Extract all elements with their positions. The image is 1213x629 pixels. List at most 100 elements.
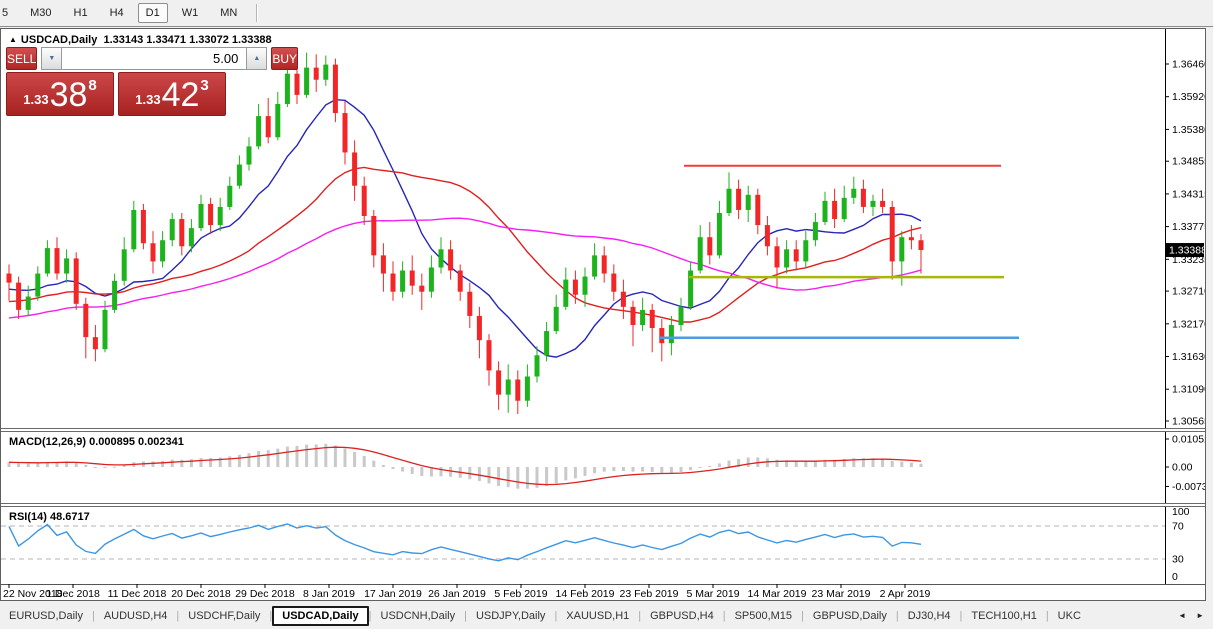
tab-separator: | [91,609,95,622]
svg-text:20 Dec 2018: 20 Dec 2018 [171,588,231,600]
svg-text:22 Nov 2018: 22 Nov 2018 [3,588,63,600]
buy-price-prefix: 1.33 [135,92,161,107]
svg-text:1.31630: 1.31630 [1172,351,1205,363]
chart-symbol-label: USDCAD,Daily [20,34,98,46]
svg-text:1.31090: 1.31090 [1172,384,1205,396]
toolbar-separator [256,4,258,22]
svg-text:1 Dec 2018: 1 Dec 2018 [46,588,100,600]
tab-dj30-h4[interactable]: DJ30,H4 [907,609,951,622]
svg-text:1.36460: 1.36460 [1172,59,1205,71]
tab-gbpusd-daily[interactable]: GBPUSD,Daily [812,609,887,622]
price-chart-panel: ▲ USDCAD,Daily 1.33143 1.33471 1.33072 1.… [1,29,1205,428]
svg-text:0.010525: 0.010525 [1172,434,1205,446]
svg-text:1.33388: 1.33388 [1169,245,1205,257]
timeframe-button-mn[interactable]: MN [220,7,238,19]
buy-price-box[interactable]: 1.33 42 3 [118,72,226,116]
svg-text:23 Feb 2019: 23 Feb 2019 [620,588,679,600]
macd-canvas: 0.010525 0.00 -0.0073 [7,432,1205,503]
tab-ukc[interactable]: UKC [1057,609,1081,622]
date-axis: 22 Nov 2018 1 Dec 2018 11 Dec 2018 20 Dec 2… [1,584,1205,600]
tab-separator: | [464,609,467,622]
sell-price-big: 38 [49,76,88,114]
chart-title: ▲ USDCAD,Daily 1.33143 1.33471 1.33072 1.… [9,34,272,46]
sell-button[interactable]: SELL [6,47,38,70]
tab-separator: | [638,609,642,622]
timeframe-button-h1[interactable]: H1 [73,7,88,19]
tab-tech100-h1[interactable]: TECH100,H1 [971,609,1037,622]
rsi-indicator-panel: RSI(14) 48.6717 100 70 30 0 [1,507,1205,584]
tab-usdcnh-daily[interactable]: USDCNH,Daily [380,609,456,622]
timeframe-button-5[interactable]: 5 [2,7,9,19]
svg-text:23 Mar 2019: 23 Mar 2019 [812,588,871,600]
tab-scrollers: ◄ ► [1173,607,1213,624]
tab-separator: | [1045,609,1049,622]
tab-separator: | [176,609,180,622]
tab-gbpusd-h4[interactable]: GBPUSD,H4 [650,609,714,622]
tab-eurusd-daily[interactable]: EURUSD,Daily [9,609,83,622]
svg-text:5 Mar 2019: 5 Mar 2019 [686,588,739,600]
svg-text:5 Feb 2019: 5 Feb 2019 [494,588,547,600]
volume-decrease-button[interactable]: ▼ [41,47,63,70]
svg-text:1.34315: 1.34315 [1172,188,1205,200]
tab-separator: | [722,609,726,622]
buy-button[interactable]: BUY [271,47,299,70]
rsi-canvas: 100 70 30 0 [1,507,1190,584]
sell-price-box[interactable]: 1.33 38 8 [6,72,114,116]
candlestick-chart-canvas: 1.36460 1.35920 1.35380 1.34855 1.34315 1.337… [6,29,1205,428]
macd-indicator-panel: MACD(12,26,9) 0.000895 0.002341 0.010525… [1,432,1205,503]
panel-splitter[interactable] [1,503,1205,507]
timeframe-toolbar: 5 M30 H1 H4 D1 W1 MN [0,0,1213,27]
svg-text:1.30565: 1.30565 [1172,416,1205,428]
buy-price-big: 42 [161,76,200,114]
svg-text:0.00: 0.00 [1172,462,1193,474]
tab-separator: | [959,609,963,622]
svg-text:0: 0 [1172,571,1178,583]
svg-text:26 Jan 2019: 26 Jan 2019 [428,588,486,600]
svg-text:8 Jan 2019: 8 Jan 2019 [303,588,355,600]
chart-ohlc-values: 1.33143 1.33471 1.33072 1.33388 [103,34,272,46]
tab-separator: | [801,609,804,622]
tab-usdjpy-daily[interactable]: USDJPY,Daily [475,609,546,622]
chart-tab-bar: EURUSD,Daily | AUDUSD,H4 | USDCHF,Daily | USDC… [0,602,1213,629]
volume-increase-button[interactable]: ▲ [246,47,268,70]
collapse-arrow-icon[interactable]: ▲ [9,35,17,44]
svg-text:1.32170: 1.32170 [1172,318,1205,330]
tab-usdchf-daily[interactable]: USDCHF,Daily [188,609,261,622]
svg-text:29 Dec 2018: 29 Dec 2018 [235,588,295,600]
svg-text:100: 100 [1172,507,1190,518]
svg-text:1.35380: 1.35380 [1172,124,1205,136]
svg-text:1.34855: 1.34855 [1172,156,1205,168]
tab-xauusd-h1[interactable]: XAUUSD,H1 [566,609,630,622]
timeframe-button-d1[interactable]: D1 [137,3,168,23]
svg-text:17 Jan 2019: 17 Jan 2019 [364,588,422,600]
tab-audusd-h4[interactable]: AUDUSD,H4 [103,609,168,622]
tab-sp500-m15[interactable]: SP500,M15 [734,609,793,622]
sell-price-pip: 8 [88,77,97,94]
tab-scroll-right-icon[interactable]: ► [1196,611,1204,620]
svg-text:2 Apr 2019: 2 Apr 2019 [880,588,931,600]
svg-text:1.35920: 1.35920 [1172,91,1205,103]
buy-price-pip: 3 [200,77,209,94]
svg-text:30: 30 [1172,554,1184,566]
tab-separator: | [895,609,899,622]
tab-usdcad-daily[interactable]: USDCAD,Daily [272,605,369,626]
panel-splitter[interactable] [1,428,1205,432]
timeframe-button-h4[interactable]: H4 [109,7,124,19]
timeframe-button-w1[interactable]: W1 [181,7,199,19]
svg-text:14 Mar 2019: 14 Mar 2019 [748,588,807,600]
svg-text:70: 70 [1172,521,1184,533]
volume-input[interactable] [62,47,247,70]
timeframe-button-m30[interactable]: M30 [30,7,52,19]
tab-separator: | [368,609,372,622]
svg-text:1.32710: 1.32710 [1172,286,1205,298]
sell-price-prefix: 1.33 [23,92,49,107]
svg-text:1.33775: 1.33775 [1172,221,1205,233]
rsi-label: RSI(14) 48.6717 [9,511,90,523]
tab-scroll-left-icon[interactable]: ◄ [1178,611,1187,620]
tab-separator: | [554,609,558,622]
svg-text:11 Dec 2018: 11 Dec 2018 [108,588,167,600]
tab-separator: | [269,609,273,622]
chart-window: ▲ USDCAD,Daily 1.33143 1.33471 1.33072 1.… [0,28,1206,601]
